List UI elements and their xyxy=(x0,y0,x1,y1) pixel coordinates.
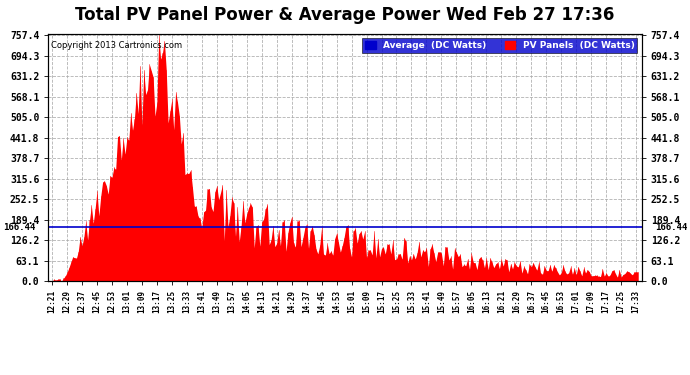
Text: Copyright 2013 Cartronics.com: Copyright 2013 Cartronics.com xyxy=(51,41,182,50)
Legend: Average  (DC Watts), PV Panels  (DC Watts): Average (DC Watts), PV Panels (DC Watts) xyxy=(362,38,637,53)
Text: Total PV Panel Power & Average Power Wed Feb 27 17:36: Total PV Panel Power & Average Power Wed… xyxy=(75,6,615,24)
Text: 166.44: 166.44 xyxy=(655,223,687,232)
Text: 166.44: 166.44 xyxy=(3,223,35,232)
